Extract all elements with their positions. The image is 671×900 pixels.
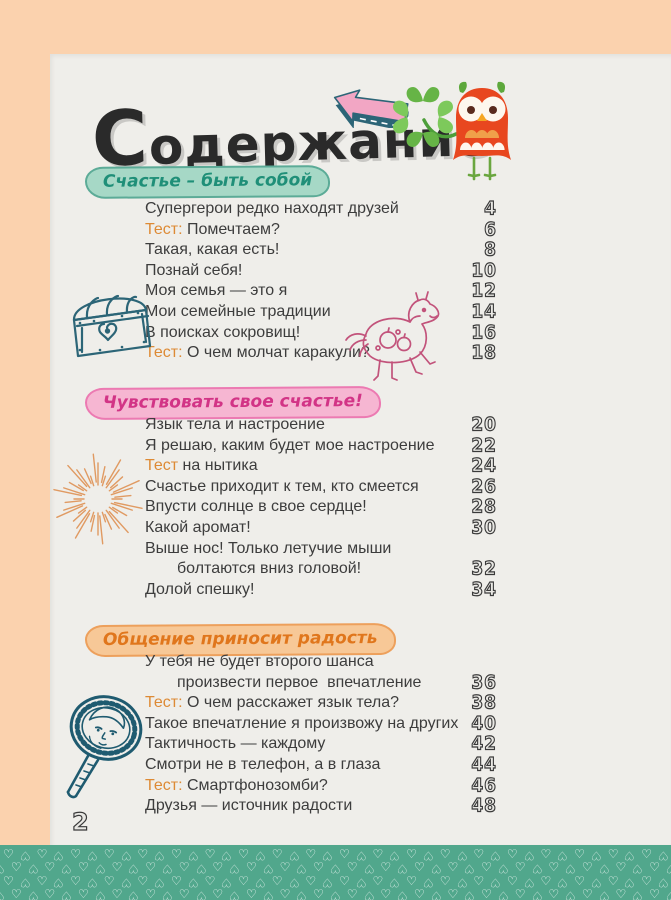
- entry-title: У тебя не будет второго шанса: [145, 653, 374, 670]
- toc-entry: Супергерои редко находят друзей 4: [145, 198, 497, 221]
- page-border-top: [0, 0, 671, 54]
- entry-page-number: 46: [471, 774, 497, 797]
- toc-entry: У тебя не будет второго шанса произвести …: [145, 652, 497, 694]
- entry-title-line2: произвести первое впечатление: [177, 673, 422, 691]
- test-prefix-label: Тест:: [145, 694, 183, 712]
- entry-page-number: 30: [471, 517, 497, 540]
- entry-page-number: 12: [471, 280, 497, 303]
- entry-page-number: 32: [471, 558, 497, 581]
- test-prefix-label: Тест:: [145, 344, 183, 362]
- clover-icon: [393, 87, 458, 147]
- toc-entry: Выше нос! Только летучие мыши болтаются в…: [145, 539, 497, 581]
- entry-title: Я решаю, каким будет мое настроение: [145, 436, 435, 454]
- toc-entry: Впусти солнце в свое сердце! 28: [145, 496, 497, 519]
- toc-entry: Тест на нытика 24: [145, 455, 497, 478]
- entry-title: Впусти солнце в свое сердце!: [145, 498, 367, 516]
- toc-entry: Тест: О чем молчат каракули? 18: [145, 342, 497, 365]
- entry-title: Выше нос! Только летучие мыши: [145, 539, 392, 557]
- toc-entry: В поисках сокровищ! 16: [145, 321, 497, 344]
- entry-title: О чем молчат каракули?: [182, 344, 370, 362]
- entry-page-number: 28: [471, 496, 497, 519]
- entry-title: Супергерои редко находят друзей: [145, 200, 399, 217]
- entry-title: на нытика: [178, 457, 258, 475]
- entry-page-number: 18: [471, 342, 497, 365]
- toc-entry: Тактичность — каждому 42: [145, 733, 497, 756]
- entry-title: В поисках сокровищ!: [145, 323, 301, 341]
- entry-title: Помечтаем?: [182, 220, 280, 238]
- entry-title: Какой аромат!: [145, 518, 251, 536]
- toc-section-3-rows: У тебя не будет второго шанса произвести …: [145, 652, 497, 818]
- entry-page-number: 38: [471, 692, 497, 715]
- toc-entry: Моя семья — это я 12: [145, 280, 497, 303]
- entry-title: Смартфонозомби?: [182, 776, 328, 794]
- section-badge-happiness: Счастье – быть собой: [84, 165, 331, 199]
- entry-title-line2: болтаются вниз головой!: [177, 560, 362, 578]
- entry-title: Долой спешку!: [145, 580, 255, 598]
- entry-page-number: 40: [471, 712, 497, 735]
- toc-section-1-rows: Супергерои редко находят друзей 4 Тест: По…: [145, 198, 497, 365]
- toc-entry: Тест: О чем расскажет язык тела? 38: [145, 692, 497, 715]
- folio-page-number: 2: [71, 807, 89, 836]
- test-prefix-label: Тест: [145, 457, 179, 475]
- entry-title: Познай себя!: [145, 261, 243, 279]
- entry-title: Тактичность — каждому: [145, 735, 326, 753]
- test-prefix-label: Тест:: [145, 776, 183, 794]
- toc-section-2-rows: Язык тела и настроение 20 Я решаю, каким б…: [145, 414, 497, 602]
- entry-title: Мои семейные традиции: [145, 302, 331, 320]
- toc-entry: Тест: Смартфонозомби? 46: [145, 774, 497, 797]
- entry-title: Такая, какая есть!: [145, 241, 280, 259]
- entry-page-number: 22: [471, 434, 497, 457]
- entry-title: Счастье приходит к тем, кто смеется: [145, 477, 419, 495]
- toc-entry: Такое впечатление я произвожу на других 4…: [145, 712, 497, 735]
- treasure-chest-icon: [72, 294, 152, 358]
- entry-page-number: 4: [484, 198, 497, 221]
- entry-title: Смотри не в телефон, а в глаза: [145, 755, 381, 773]
- entry-title: О чем расскажет язык тела?: [182, 694, 400, 712]
- owl-icon: [453, 81, 511, 181]
- entry-page-number: 44: [471, 754, 497, 777]
- toc-entry: Я решаю, каким будет мое настроение 22: [145, 434, 497, 457]
- entry-page-number: 48: [471, 795, 497, 818]
- horse-icon: [345, 291, 440, 381]
- entry-page-number: 8: [484, 239, 497, 262]
- entry-page-number: 36: [471, 671, 497, 694]
- entry-title: Язык тела и настроение: [145, 416, 325, 433]
- entry-page-number: 34: [471, 578, 497, 601]
- toc-entry: Тест: Помечтаем? 6: [145, 218, 497, 241]
- hearts-pattern-strip: ♡ ♡ ♡ ♡ ♡ ♡ ♡ ♡ ♡ ♡ ♡ ♡ ♡ ♡ ♡ ♡ ♡ ♡ ♡ ♡ ♡ ♡ ♡ ♡ ♡ ♡ ♡ ♡ ♡ ♡ ♡ ♡ ♡ ♡ ♡ ♡ ♡ ♡ ♡ ♡…: [0, 845, 671, 900]
- toc-entry: Какой аромат! 30: [145, 517, 497, 540]
- toc-entry: Смотри не в телефон, а в глаза 44: [145, 754, 497, 777]
- toc-entry: Друзья — источник радости 48: [145, 795, 497, 818]
- entry-title: Друзья — источник радости: [145, 797, 353, 815]
- sun-icon: [53, 453, 143, 545]
- toc-entry: Язык тела и настроение 20: [145, 414, 497, 437]
- entry-page-number: 14: [471, 301, 497, 324]
- entry-title: Моя семья — это я: [145, 282, 288, 300]
- hand-mirror-icon: [66, 695, 143, 799]
- entry-page-number: 24: [471, 455, 497, 478]
- entry-page-number: 10: [471, 259, 497, 282]
- entry-page-number: 16: [471, 321, 497, 344]
- toc-entry: Долой спешку! 34: [145, 578, 497, 601]
- entry-title: Такое впечатление я произвожу на других: [145, 714, 459, 732]
- toc-entry: Познай себя! 10: [145, 259, 497, 282]
- test-prefix-label: Тест:: [145, 220, 183, 238]
- page-border-left: [0, 0, 50, 846]
- entry-page-number: 42: [471, 733, 497, 756]
- entry-page-number: 26: [471, 475, 497, 498]
- entry-page-number: 6: [484, 218, 497, 241]
- toc-entry: Мои семейные традиции 14: [145, 301, 497, 324]
- toc-entry: Такая, какая есть! 8: [145, 239, 497, 262]
- entry-page-number: 20: [471, 414, 497, 437]
- toc-entry: Счастье приходит к тем, кто смеется 26: [145, 475, 497, 498]
